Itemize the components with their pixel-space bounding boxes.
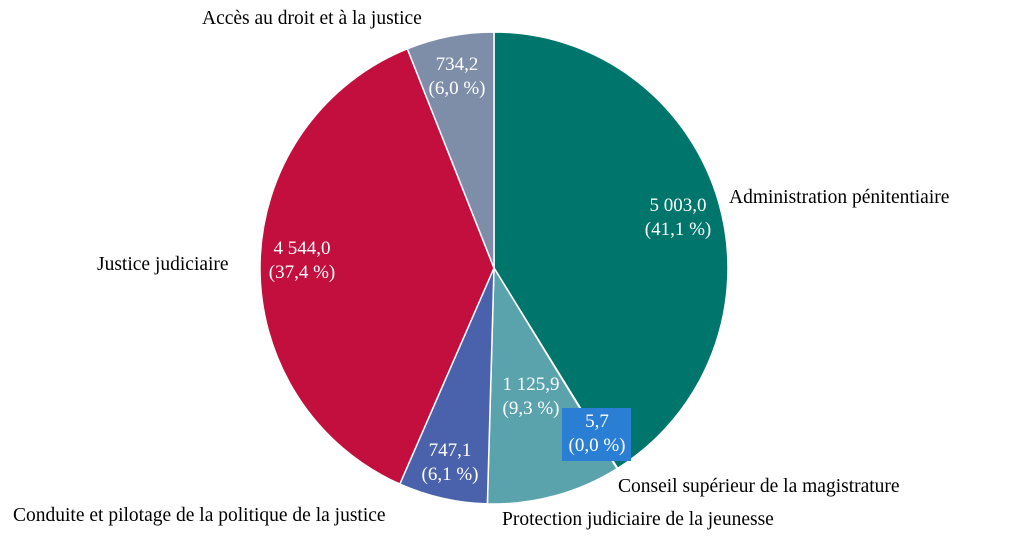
conseil-superieur-percent: (0,0 %) bbox=[569, 435, 626, 456]
conduite-pilotage-label: Conduite et pilotage de la politique de … bbox=[13, 505, 386, 526]
conduite-pilotage-value: 747,1 bbox=[429, 440, 472, 461]
protection-judiciaire-value: 1 125,9 bbox=[503, 374, 560, 395]
administration-penitentiaire-value: 5 003,0 bbox=[650, 195, 707, 216]
justice-judiciaire-percent: (37,4 %) bbox=[269, 262, 335, 283]
administration-penitentiaire-percent: (41,1 %) bbox=[645, 219, 711, 240]
conduite-pilotage-percent: (6,1 %) bbox=[422, 464, 479, 485]
conseil-superieur-value: 5,7 bbox=[585, 411, 609, 432]
slice-justice-judiciaire bbox=[259, 47, 495, 486]
pie-slices bbox=[259, 31, 729, 505]
conseil-superieur-value-box bbox=[562, 408, 631, 461]
protection-judiciaire-label: Protection judiciaire de la jeunesse bbox=[502, 509, 774, 530]
slice-acces-au-droit bbox=[406, 31, 495, 269]
slice-administration-penitentiaire bbox=[493, 31, 729, 470]
acces-au-droit-percent: (6,0 %) bbox=[429, 78, 486, 99]
administration-penitentiaire-label: Administration pénitentiaire bbox=[729, 187, 949, 208]
acces-au-droit-label: Accès au droit et à la justice bbox=[202, 8, 422, 29]
justice-judiciaire-label: Justice judiciaire bbox=[97, 254, 229, 275]
protection-judiciaire-percent: (9,3 %) bbox=[503, 398, 560, 419]
acces-au-droit-value: 734,2 bbox=[436, 54, 479, 75]
conseil-superieur-label: Conseil supérieur de la magistrature bbox=[618, 476, 900, 497]
justice-judiciaire-value: 4 544,0 bbox=[274, 238, 331, 259]
